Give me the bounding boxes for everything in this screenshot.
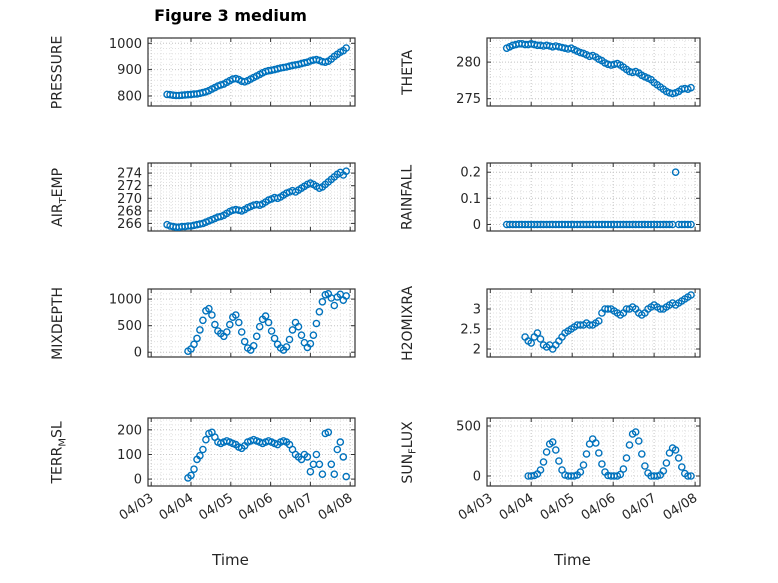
subplot-air-temp: 266 268 270 272 274 (98, 160, 363, 234)
ylabel-text: TERRMSL (49, 420, 69, 484)
ylabel-text: AIRTEMP (49, 167, 69, 227)
svg-text:04/05: 04/05 (196, 491, 236, 524)
svg-text:04/04: 04/04 (157, 491, 197, 524)
svg-text:04/04: 04/04 (497, 491, 537, 524)
ylabel-rainfall: RAINFALL (396, 160, 422, 234)
svg-text:04/07: 04/07 (620, 491, 660, 524)
subplot-sun-flux: 0 500 04/03 04/04 04/05 04/06 04/07 04/08 (437, 415, 708, 543)
figure-title: Figure 3 medium (154, 6, 307, 25)
subplot-h2omixra: 2 2.5 3 (437, 286, 708, 360)
subplot-terr-msl: 0 100 200 04/03 04/04 04/05 04/06 04/07 04/08 (98, 415, 363, 543)
subplot-mixdepth: 0 500 1000 (98, 286, 363, 361)
xlabel-time-right: Time (554, 551, 591, 569)
svg-text:268: 268 (117, 204, 142, 219)
ylabel-text: RAINFALL (399, 164, 416, 230)
svg-text:272: 272 (117, 179, 142, 194)
svg-text:0.2: 0.2 (460, 166, 481, 181)
svg-text:270: 270 (117, 192, 142, 207)
svg-text:100: 100 (117, 448, 142, 463)
svg-text:280: 280 (456, 56, 481, 71)
svg-text:0: 0 (134, 346, 142, 360)
svg-text:0: 0 (134, 473, 142, 488)
svg-text:274: 274 (117, 167, 142, 182)
ylabel-air-temp: AIRTEMP (46, 160, 72, 234)
ylabel-h2omixra: H2OMIXRA (396, 285, 422, 361)
svg-text:04/07: 04/07 (276, 491, 316, 524)
svg-text:800: 800 (117, 90, 142, 105)
ylabel-terr-msl: TERRMSL (46, 415, 72, 489)
svg-text:500: 500 (456, 420, 481, 435)
ylabel-text: PRESSURE (49, 35, 66, 109)
subplot-theta: 275 280 (437, 35, 708, 109)
subplot-rainfall: 0 0.1 0.2 (437, 160, 708, 234)
svg-text:04/08: 04/08 (316, 491, 356, 524)
ylabel-text: H2OMIXRA (399, 285, 416, 361)
svg-text:275: 275 (456, 92, 481, 107)
svg-text:04/03: 04/03 (117, 491, 157, 524)
svg-text:2: 2 (473, 343, 481, 358)
svg-text:0: 0 (473, 470, 481, 485)
svg-text:04/06: 04/06 (236, 491, 276, 524)
ylabel-sun-flux: SUNFLUX (396, 415, 422, 489)
svg-text:3: 3 (473, 303, 481, 318)
ylabel-mixdepth: MIXDEPTH (46, 286, 72, 360)
svg-text:900: 900 (117, 63, 142, 78)
svg-text:200: 200 (117, 423, 142, 438)
svg-text:0.1: 0.1 (460, 192, 481, 207)
svg-text:04/05: 04/05 (538, 491, 578, 524)
svg-text:2.5: 2.5 (460, 323, 481, 338)
ylabel-theta: THETA (396, 35, 422, 109)
svg-text:1000: 1000 (109, 37, 142, 52)
xlabel-time-left: Time (212, 551, 249, 569)
svg-text:266: 266 (117, 217, 142, 232)
ylabel-text: THETA (399, 49, 416, 95)
svg-text:1000: 1000 (109, 293, 142, 308)
subplot-pressure: 800 900 1000 (98, 35, 363, 109)
svg-text:04/03: 04/03 (456, 491, 496, 524)
svg-text:500: 500 (117, 319, 142, 334)
ylabel-pressure: PRESSURE (46, 35, 72, 109)
ylabel-text: MIXDEPTH (49, 286, 66, 360)
svg-text:04/06: 04/06 (579, 491, 619, 524)
ylabel-text: SUNFLUX (399, 420, 419, 484)
svg-text:04/08: 04/08 (661, 491, 701, 524)
svg-text:0: 0 (473, 218, 481, 233)
